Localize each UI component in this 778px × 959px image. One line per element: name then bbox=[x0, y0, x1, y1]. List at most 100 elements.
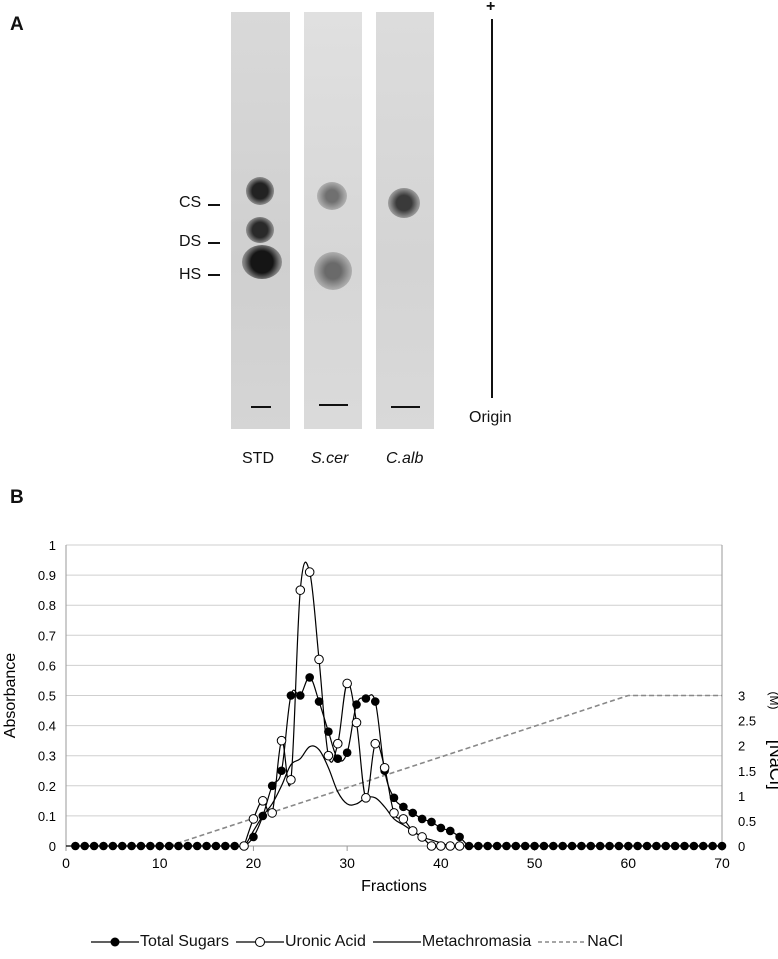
total-sugars-point bbox=[230, 841, 239, 851]
total-sugars-point bbox=[549, 841, 558, 851]
legend-swatch-nacl bbox=[538, 941, 587, 943]
uronic-acid-point bbox=[342, 678, 352, 689]
total-sugars-point bbox=[399, 802, 408, 812]
x-tick-label: 20 bbox=[246, 855, 262, 871]
total-sugars-point bbox=[164, 841, 174, 851]
total-sugars-point bbox=[174, 841, 183, 851]
total-sugars-point bbox=[117, 841, 127, 851]
y-tick-label: 0.8 bbox=[38, 598, 56, 613]
total-sugars-point bbox=[80, 841, 90, 851]
series-layer bbox=[66, 561, 727, 851]
legend-label-total-sugars: Total Sugars bbox=[140, 933, 229, 950]
uronic-acid-point bbox=[407, 826, 418, 836]
y-tick-label: 0.4 bbox=[38, 719, 56, 734]
x-tick-label: 60 bbox=[620, 855, 636, 871]
legend-label-nacl: NaCl bbox=[587, 933, 623, 950]
uronic-acid-point bbox=[239, 841, 249, 851]
x-tick-label: 0 bbox=[62, 855, 70, 871]
lane-label-std: STD bbox=[242, 450, 274, 467]
y-tick-label: 0.2 bbox=[38, 779, 56, 794]
total-sugars-point bbox=[614, 841, 624, 851]
y2-tick-label: 3 bbox=[738, 689, 745, 704]
y-tick-label: 0.6 bbox=[38, 658, 56, 673]
total-sugars-point bbox=[436, 823, 446, 833]
total-sugars-point bbox=[464, 841, 474, 851]
uronic-acid-point bbox=[267, 808, 277, 818]
y-tick-label: 0 bbox=[49, 839, 56, 854]
lane-calb-strip bbox=[376, 12, 434, 429]
lane-scer-strip bbox=[304, 12, 362, 429]
total-sugars-point bbox=[333, 754, 343, 764]
origin-label: Origin bbox=[469, 409, 512, 426]
y2-tick-label: 1.5 bbox=[738, 764, 756, 779]
total-sugars-point bbox=[511, 841, 521, 851]
legend-item-metachromasia: Metachromasia bbox=[372, 933, 531, 951]
y-tick-label: 0.7 bbox=[38, 628, 56, 643]
total-sugars-point bbox=[99, 841, 108, 851]
total-sugars-point bbox=[221, 841, 230, 851]
scer-hs-spot bbox=[314, 252, 352, 290]
legend-label-uronic-acid: Uronic Acid bbox=[284, 933, 366, 950]
total-sugars-point bbox=[689, 841, 699, 851]
total-sugars-point bbox=[202, 841, 211, 851]
total-sugars-point bbox=[305, 673, 314, 682]
uronic-acid-point bbox=[304, 567, 315, 577]
total-sugars-point bbox=[342, 748, 352, 757]
uronic-acid-point bbox=[398, 814, 409, 824]
total-sugars-point bbox=[352, 700, 361, 709]
y2-tick-label: 0 bbox=[738, 839, 745, 854]
chart-legend: Total Sugars Uronic Acid Metachromasia N… bbox=[90, 933, 629, 951]
plus-sign: + bbox=[486, 0, 496, 15]
y-tick-label: 1 bbox=[49, 538, 56, 553]
total-sugars-point bbox=[136, 841, 146, 851]
uronic-acid-point bbox=[323, 750, 334, 761]
legend-label-metachromasia: Metachromasia bbox=[421, 933, 532, 950]
total-sugars-point bbox=[361, 694, 371, 703]
x-tick-label: 10 bbox=[152, 855, 168, 871]
legend-swatch-metachromasia bbox=[372, 941, 421, 943]
y2-tick-label: 2.5 bbox=[738, 714, 756, 729]
hs-marker-label: HS bbox=[179, 266, 202, 283]
cs-marker-tick bbox=[208, 204, 220, 206]
scer-cs-spot bbox=[317, 182, 347, 210]
uronic-acid-point bbox=[361, 793, 371, 803]
x-tick-label: 70 bbox=[714, 855, 730, 871]
uronic-acid-point bbox=[426, 841, 437, 851]
legend-swatch-total-sugars bbox=[91, 937, 139, 947]
total-sugars-point bbox=[455, 832, 464, 842]
panel-b-letter: B bbox=[10, 487, 24, 508]
total-sugars-point bbox=[492, 841, 502, 851]
std-origin-line bbox=[251, 406, 271, 408]
uronic-acid-point bbox=[445, 841, 456, 851]
y-axis-title: Absorbance bbox=[2, 653, 19, 738]
uronic-acid-point bbox=[332, 738, 343, 749]
total-sugars-point bbox=[502, 841, 511, 851]
uronic-acid-point bbox=[417, 832, 427, 842]
total-sugars-point bbox=[595, 841, 605, 851]
panel-a-letter: A bbox=[10, 14, 24, 35]
total-sugars-point bbox=[670, 841, 680, 851]
total-sugars-point bbox=[108, 841, 118, 851]
legend-item-uronic-acid: Uronic Acid bbox=[235, 933, 366, 951]
total-sugars-point bbox=[324, 727, 333, 736]
scer-origin-line bbox=[319, 404, 348, 406]
total-sugars-point bbox=[417, 814, 427, 824]
total-sugars-point bbox=[642, 841, 652, 851]
total-sugars-point bbox=[680, 841, 689, 851]
uronic-acid-point bbox=[370, 738, 381, 749]
y-tick-label: 0.5 bbox=[38, 689, 56, 704]
series-line-total-sugars bbox=[75, 676, 722, 848]
hs-marker-tick bbox=[208, 274, 220, 276]
total-sugars-point bbox=[211, 841, 221, 851]
lane-std-strip bbox=[231, 12, 290, 429]
total-sugars-point bbox=[192, 841, 202, 851]
label-layer: 00.10.20.30.40.50.60.70.80.910 10 20 30 40 50… bbox=[2, 538, 778, 895]
total-sugars-point bbox=[258, 811, 268, 821]
y2-axis-title: [NaCl] bbox=[766, 740, 778, 790]
y2-axis-unit: (M) bbox=[767, 692, 778, 710]
y2-tick-label: 2 bbox=[738, 739, 745, 754]
std-ds-spot bbox=[246, 217, 274, 243]
total-sugars-point bbox=[661, 841, 671, 851]
uronic-acid-point bbox=[454, 841, 465, 851]
uronic-acid-point bbox=[258, 796, 268, 806]
